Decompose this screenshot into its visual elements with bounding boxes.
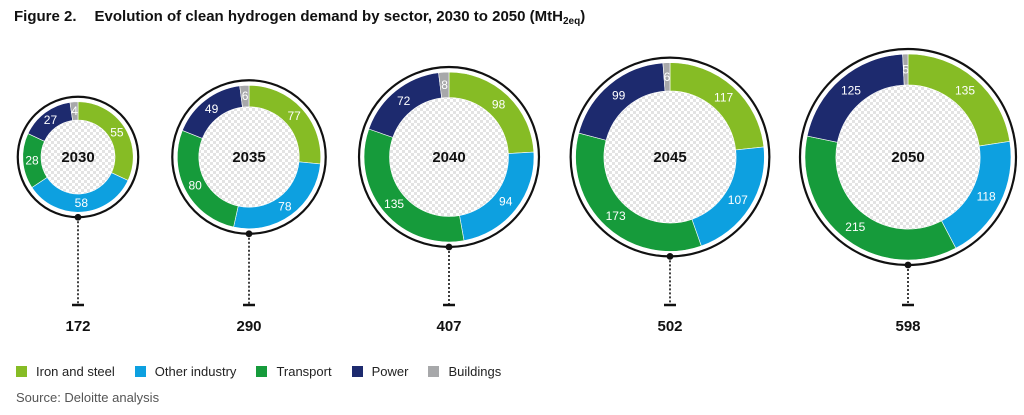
segment-label-2040-buildings: 8 [441,78,448,92]
segment-label-2035-power: 49 [205,102,219,116]
donut-chart: 5558282742030172777880496203529098941357… [16,47,1018,335]
segment-label-2045-buildings: 6 [664,70,671,84]
segment-2045-buildings [662,62,671,92]
segment-2035-buildings [239,84,250,108]
segment-2050-buildings [902,53,909,86]
legend-item-iron-and-steel: Iron and steel [16,364,115,379]
segment-label-2030-power: 27 [44,113,58,127]
segment-label-2050-buildings: 5 [902,62,909,76]
segment-label-2030-buildings: 4 [71,104,78,118]
legend-item-other-industry: Other industry [134,364,237,379]
center-hole-2035 [198,106,300,208]
legend-item-buildings: Buildings [428,364,501,379]
figure-label: Figure 2. [14,8,77,25]
segment-label-2030-iron-and-steel: 55 [110,125,124,139]
legend-label: Buildings [448,364,502,379]
center-hole-2045 [603,90,737,224]
legend-swatch [256,366,268,377]
legend-item-power: Power [351,364,409,379]
legend-swatch [134,366,146,377]
segment-label-2045-transport: 173 [606,209,626,223]
total-label-2045: 502 [657,318,682,335]
title-main: Evolution of clean hydrogen demand by se… [94,8,563,25]
donut-2045: 117 107 173 99 6 2045 502 [569,56,771,335]
center-hole-2050 [835,84,981,230]
segment-2030-buildings [69,101,79,121]
legend-label: Transport [276,364,332,379]
center-hole-2030 [40,119,116,195]
segment-label-2045-other-industry: 107 [728,193,748,207]
year-label-2050: 2050 [891,149,924,166]
source-note: Source: Deloitte analysis [16,390,160,405]
total-label-2035: 290 [236,318,261,335]
legend-label: Iron and steel [36,364,115,379]
segment-label-2050-iron-and-steel: 135 [955,84,975,98]
total-label-2050: 598 [895,318,920,335]
donut-2030: 55 58 28 27 4 2030 172 [16,95,140,335]
segment-label-2050-power: 125 [841,84,861,98]
segment-2040-buildings [438,71,450,99]
legend-swatch [351,366,363,377]
legend-label: Other industry [154,364,237,379]
segment-label-2035-buildings: 6 [242,89,249,103]
legend-label: Power [371,364,409,379]
segment-label-2040-transport: 135 [384,197,404,211]
year-label-2045: 2045 [653,149,686,166]
year-label-2040: 2040 [432,149,465,166]
legend-swatch [428,366,440,377]
title-end: ) [580,8,586,25]
donut-2050: 135 118 215 125 5 2050 598 [798,47,1018,335]
donut-2035: 77 78 80 49 6 2035 290 [171,79,327,335]
total-label-2030: 172 [65,318,90,335]
year-label-2030: 2030 [61,149,94,166]
segment-label-2040-power: 72 [397,94,411,108]
legend-swatch [16,366,27,377]
total-label-2040: 407 [436,318,461,335]
segment-label-2035-iron-and-steel: 77 [287,109,301,123]
year-label-2035: 2035 [232,149,265,166]
legend-item-transport: Transport [256,364,332,379]
chart-title: Figure 2. Evolution of clean hydrogen dem… [14,8,585,27]
segment-label-2045-iron-and-steel: 117 [714,90,733,104]
segment-label-2045-power: 99 [612,88,626,102]
segment-label-2030-transport: 28 [25,153,39,167]
segment-label-2050-transport: 215 [845,220,865,234]
segment-label-2035-transport: 80 [188,179,202,193]
segment-label-2030-other-industry: 58 [75,196,89,210]
center-hole-2040 [389,97,509,217]
legend: Iron and steel Other industry Transport Pow… [16,364,521,379]
segment-label-2040-iron-and-steel: 98 [492,97,506,111]
segment-label-2050-other-industry: 118 [977,189,996,203]
segment-label-2035-other-industry: 78 [278,199,292,213]
donut-2040: 98 94 135 72 8 2040 407 [357,65,541,335]
title-subscript: 2eq [562,16,581,27]
segment-label-2040-other-industry: 94 [499,195,513,209]
